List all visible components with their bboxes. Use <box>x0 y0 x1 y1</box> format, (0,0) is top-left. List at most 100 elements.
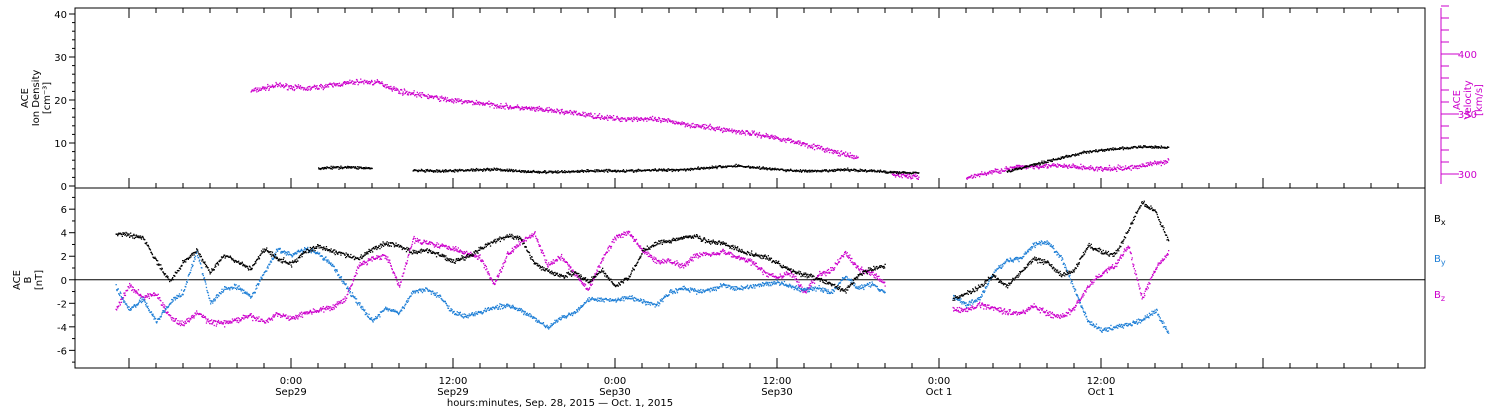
bz-point <box>840 257 841 258</box>
bz-point <box>625 232 626 233</box>
bz-point <box>763 274 764 275</box>
bz-point <box>339 303 340 304</box>
velocity-point <box>812 147 813 148</box>
velocity-point <box>791 139 792 140</box>
velocity-point <box>798 140 799 141</box>
velocity-point <box>387 84 388 85</box>
bz-point <box>148 294 149 295</box>
bz-point <box>1168 254 1169 255</box>
velocity-point <box>821 146 822 147</box>
velocity-point <box>765 136 766 137</box>
velocity-point <box>694 124 695 125</box>
bz-point <box>337 304 338 305</box>
bz-point <box>812 282 813 283</box>
bz-point <box>607 248 608 249</box>
bz-point <box>723 249 724 250</box>
velocity-point <box>696 126 697 127</box>
density-point <box>597 171 598 172</box>
bz-point <box>247 317 248 318</box>
velocity-point <box>402 95 403 96</box>
density-point <box>1086 153 1087 154</box>
bz-point <box>784 272 785 273</box>
bz-point <box>690 257 691 258</box>
bz-point <box>1001 310 1002 311</box>
velocity-point <box>1075 165 1076 166</box>
bz-point <box>1141 293 1142 294</box>
legend-by: By <box>1434 254 1446 267</box>
velocity-point <box>819 145 820 146</box>
bz-point <box>710 256 711 257</box>
bz-point <box>1050 311 1051 312</box>
velocity-point <box>1163 162 1164 163</box>
bz-point <box>656 259 657 260</box>
velocity-point <box>576 111 577 112</box>
bz-point <box>1023 311 1024 312</box>
bz-point <box>390 263 391 264</box>
velocity-point <box>666 120 667 121</box>
bz-point <box>462 251 463 252</box>
velocity-point <box>607 115 608 116</box>
bz-point <box>689 262 690 263</box>
bz-point <box>958 310 959 311</box>
bz-point <box>1147 284 1148 285</box>
bz-point <box>398 282 399 283</box>
density-point <box>828 171 829 172</box>
bz-point <box>798 282 799 283</box>
velocity-point <box>439 98 440 99</box>
bz-point <box>875 275 876 276</box>
bz-point <box>436 244 437 245</box>
velocity-point <box>846 156 847 157</box>
bz-point <box>656 263 657 264</box>
velocity-point <box>1111 168 1112 169</box>
bz-point <box>446 245 447 246</box>
bz-point <box>372 260 373 261</box>
velocity-point <box>503 107 504 108</box>
density-point <box>709 168 710 169</box>
bz-point <box>189 321 190 322</box>
velocity-point <box>294 89 295 90</box>
bz-point <box>744 258 745 259</box>
bz-point <box>185 321 186 322</box>
bz-point <box>251 313 252 314</box>
velocity-point <box>814 149 815 150</box>
bz-point <box>982 304 983 305</box>
bz-point <box>756 263 757 264</box>
bz-point <box>496 280 497 281</box>
velocity-point <box>257 89 258 90</box>
velocity-point <box>690 127 691 128</box>
bz-point <box>483 263 484 264</box>
velocity-point <box>560 112 561 113</box>
bz-point <box>386 256 387 257</box>
velocity-point <box>715 130 716 131</box>
bz-point <box>872 274 873 275</box>
bz-point <box>301 314 302 315</box>
velocity-point <box>833 153 834 154</box>
bz-point <box>212 323 213 324</box>
bz-point <box>613 239 614 240</box>
velocity-point <box>549 107 550 108</box>
velocity-point <box>989 171 990 172</box>
velocity-point <box>640 120 641 121</box>
velocity-point <box>326 86 327 87</box>
bz-point <box>479 257 480 258</box>
velocity-point <box>1165 163 1166 164</box>
bz-point <box>319 310 320 311</box>
bz-point <box>638 245 639 246</box>
bz-point <box>554 262 555 263</box>
velocity-point <box>680 124 681 125</box>
bz-point <box>241 319 242 320</box>
velocity-point <box>535 111 536 112</box>
bottom-ytick-label: 0 <box>61 276 67 287</box>
velocity-point <box>259 88 260 89</box>
bz-point <box>381 259 382 260</box>
velocity-point <box>445 97 446 98</box>
velocity-point <box>636 119 637 120</box>
bz-point <box>419 239 420 240</box>
velocity-point <box>403 93 404 94</box>
velocity-point <box>319 88 320 89</box>
bz-point <box>486 266 487 267</box>
velocity-point <box>854 155 855 156</box>
velocity-point <box>990 172 991 173</box>
bz-point <box>177 320 178 321</box>
bottom-panel-frame <box>75 188 1425 368</box>
